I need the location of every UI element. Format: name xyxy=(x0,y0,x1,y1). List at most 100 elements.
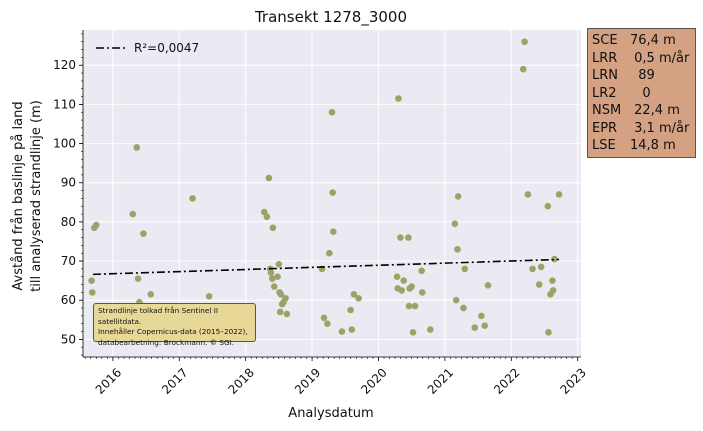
x-tick-label: 2016 xyxy=(93,365,124,396)
data-point xyxy=(92,221,100,229)
data-point xyxy=(338,328,346,335)
y-tick-label: 80 xyxy=(61,215,76,229)
data-point xyxy=(265,174,273,182)
data-point xyxy=(277,291,285,298)
stat-value: 89 xyxy=(630,68,655,83)
x-tick-label: 2018 xyxy=(226,365,257,396)
data-point xyxy=(397,234,404,241)
data-point xyxy=(326,249,333,257)
stat-row: NSM 22,4 m xyxy=(592,102,695,120)
data-point xyxy=(348,326,356,333)
credit-line: databearbetning: Brockmann. © SGI. xyxy=(98,337,235,347)
data-point xyxy=(147,291,155,298)
data-point xyxy=(88,277,95,284)
x-tick-label: 2022 xyxy=(491,365,522,396)
data-point xyxy=(405,234,412,241)
data-point xyxy=(529,265,536,273)
data-point xyxy=(484,282,492,289)
data-point xyxy=(454,246,461,253)
data-point xyxy=(549,277,556,284)
data-point xyxy=(347,306,354,314)
data-point xyxy=(418,267,425,275)
x-tick-label: 2019 xyxy=(292,365,323,396)
y-axis-label-line1: Avstånd från baslinje på land xyxy=(11,101,26,290)
data-point xyxy=(452,296,460,304)
data-point xyxy=(133,144,141,151)
data-point xyxy=(355,294,362,302)
data-point xyxy=(395,95,402,102)
data-point xyxy=(555,191,563,198)
data-point xyxy=(270,283,278,290)
stat-row: LSE 14,8 m xyxy=(592,137,695,155)
data-point xyxy=(400,277,408,284)
y-tick-label: 70 xyxy=(61,254,76,268)
x-tick-label: 2017 xyxy=(159,365,190,396)
y-axis: 50 60 70 80 90 100 110 120 xyxy=(53,30,84,357)
y-tick-label: 110 xyxy=(53,97,76,111)
stat-key: LRN xyxy=(592,68,618,83)
stat-key: EPR xyxy=(592,120,618,136)
y-tick-label: 90 xyxy=(61,176,76,190)
scatter-points xyxy=(88,38,563,343)
legend: R²=0,0047 xyxy=(96,41,199,55)
stat-key: LSE xyxy=(592,138,616,153)
data-point xyxy=(454,193,462,200)
data-point xyxy=(461,265,469,273)
y-tick-label: 100 xyxy=(53,137,76,151)
data-point xyxy=(451,220,459,228)
data-point xyxy=(524,191,532,198)
data-point xyxy=(140,230,147,237)
y-tick-label: 60 xyxy=(61,293,76,307)
stat-value: 76,4 m xyxy=(630,33,676,48)
x-tick-label: 2020 xyxy=(358,365,389,396)
x-axis: 2016 2017 2018 2019 2020 2021 2022 2023 xyxy=(83,356,589,397)
data-point xyxy=(405,302,413,310)
stat-value: 14,8 m xyxy=(630,138,676,153)
data-point xyxy=(393,273,401,281)
data-point xyxy=(408,283,415,290)
stat-key: LR2 xyxy=(592,85,617,101)
y-tick-label: 50 xyxy=(61,332,76,346)
data-point xyxy=(398,287,406,294)
data-point xyxy=(419,289,426,296)
stat-row: LR2 0 xyxy=(592,85,695,103)
credit-line: Innehåller Copernicus-data (2015–2022), xyxy=(98,327,248,336)
y-axis-label-line2: till analyserad strandlinje (m) xyxy=(29,100,44,292)
data-point xyxy=(282,294,289,302)
legend-label: R²=0,0047 xyxy=(134,41,199,55)
data-point xyxy=(268,275,276,282)
stat-key: LRR xyxy=(592,50,618,66)
data-point xyxy=(535,281,543,288)
data-point xyxy=(471,324,479,331)
data-point xyxy=(537,263,545,271)
data-point xyxy=(350,291,358,298)
data-point xyxy=(409,329,417,336)
trend-line-group xyxy=(92,258,560,276)
chart-title: Transekt 1278_3000 xyxy=(254,8,407,27)
data-point xyxy=(330,228,337,235)
stat-value: 3,1 m/år xyxy=(630,120,690,136)
data-point xyxy=(329,189,336,196)
statistics-box: SCE 76,4 m LRR 0,5 m/år LRN 89 LR2 0 NSM … xyxy=(587,28,696,158)
stat-row: EPR 3,1 m/år xyxy=(592,120,695,138)
y-tick-label: 120 xyxy=(53,58,76,72)
data-point xyxy=(478,312,485,320)
trend-line xyxy=(92,258,560,276)
data-point xyxy=(328,108,336,116)
data-point xyxy=(205,292,213,300)
data-point xyxy=(460,304,467,312)
data-credit-box: Strandlinje tolkad från Sentinel II sate… xyxy=(93,303,256,347)
stat-value: 0 xyxy=(630,85,651,101)
data-point xyxy=(275,260,283,268)
data-point xyxy=(88,289,96,296)
data-point xyxy=(545,329,552,336)
data-point xyxy=(411,302,419,310)
stat-row: LRN 89 xyxy=(592,67,695,85)
data-point xyxy=(269,224,277,232)
data-point xyxy=(551,255,558,263)
data-point xyxy=(426,326,434,333)
data-point xyxy=(189,195,196,202)
data-point xyxy=(544,202,552,210)
stat-key: SCE xyxy=(592,33,618,48)
